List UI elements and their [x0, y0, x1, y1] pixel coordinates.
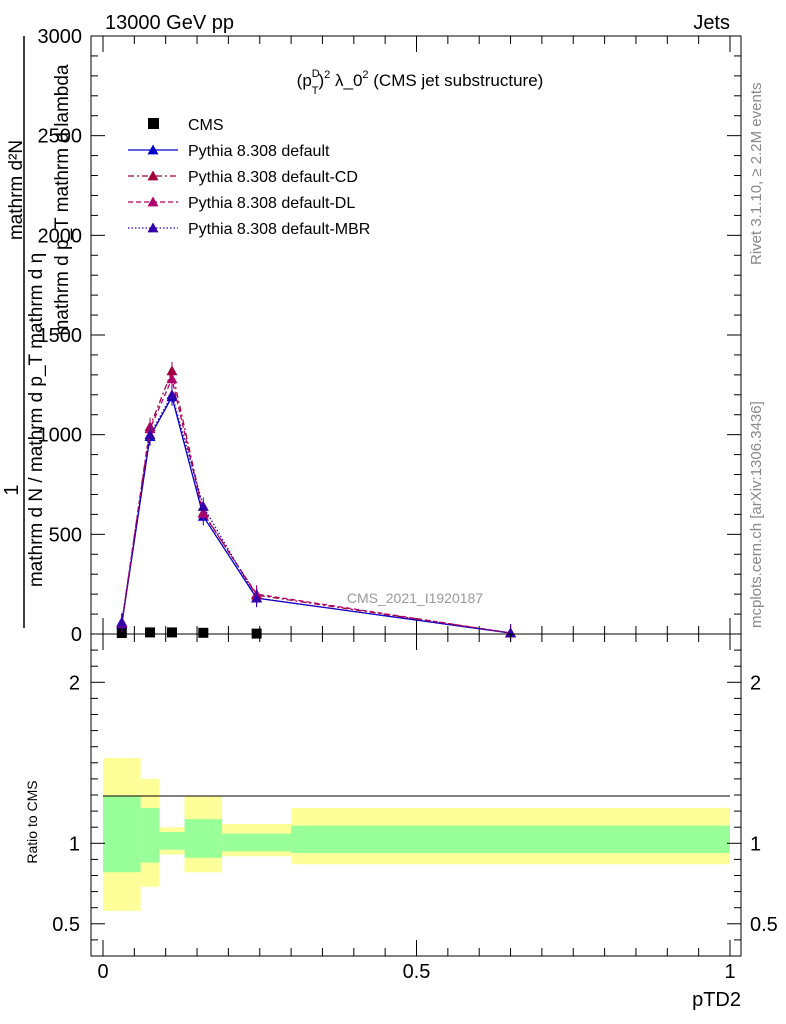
main-title: (pD T)2 λ_02 (CMS jet substructure) [297, 68, 544, 97]
legend-marker [147, 222, 159, 233]
ratio-y-tick-label-right: 2 [750, 672, 761, 694]
series-0 [116, 627, 262, 639]
y-tick-label: 2000 [38, 225, 83, 247]
cms-data-point [198, 627, 209, 638]
legend-entry: Pythia 8.308 default-DL [128, 195, 355, 212]
series-marker [251, 592, 263, 603]
ratio-band-inner [140, 807, 160, 863]
series-marker [505, 627, 517, 638]
cms-data-point [145, 627, 156, 638]
series-marker [166, 389, 178, 400]
y-tick-label: 500 [49, 524, 82, 546]
y-tick-label: 1000 [38, 425, 83, 447]
legend-label: Pythia 8.308 default [188, 143, 330, 160]
series-line [121, 376, 511, 634]
x-tick-label: 1 [724, 961, 735, 983]
legend-entry: CMS [148, 117, 224, 134]
y-tick-label: 1500 [38, 325, 83, 347]
ylabel-denominator: mathrm d N / mathrm d p_T mathrm d η [26, 253, 47, 587]
y-tick-label: 3000 [38, 26, 83, 48]
series-line [121, 395, 511, 634]
series-marker [144, 429, 156, 440]
legend-marker [147, 144, 159, 155]
legend-label: Pythia 8.308 default-MBR [188, 221, 370, 238]
main-y-axis-label: 1 mathrm d N / mathrm d p_T mathrm d η m… [1, 36, 73, 628]
legend-label: Pythia 8.308 default-CD [188, 169, 358, 186]
series-line [121, 393, 511, 634]
ratio-bands [103, 757, 730, 911]
ratio-y-tick-label-right: 1 [750, 833, 761, 855]
x-tick-label: 0.5 [403, 961, 431, 983]
legend-entry: Pythia 8.308 default [128, 143, 330, 160]
header-right: Jets [693, 12, 730, 34]
cms-data-point [166, 627, 177, 638]
watermark-text: CMS_2021_I1920187 [347, 590, 483, 606]
ratio-band-inner [103, 796, 141, 873]
series-marker [197, 500, 209, 511]
header-left: 13000 GeV pp [105, 12, 234, 34]
legend-marker [148, 118, 159, 129]
ratio-band-inner [291, 825, 730, 853]
ratio-y-label: Ratio to CMS [24, 780, 40, 863]
ratio-axis-ticks: 0.5 0.5 1 1 2 2 0 0.5 1 [52, 634, 778, 983]
y-tick-label: 0 [71, 624, 82, 646]
main-axis-ticks: 0 500 1000 1500 2000 2500 3000 [38, 26, 741, 646]
x-axis-label: pTD2 [692, 989, 741, 1011]
legend-entry: Pythia 8.308 default-CD [128, 169, 358, 186]
main-plot: 0 500 1000 1500 2000 2500 3000 CMS_2021_I19201… [38, 26, 742, 646]
ratio-band-inner [159, 832, 185, 850]
ylabel-right-denominator: mathrm d p_T mathrm d lambda [52, 64, 73, 335]
legend-entry: Pythia 8.308 default-MBR [128, 221, 370, 238]
ratio-plot: 0.5 0.5 1 1 2 2 0 0.5 1 Ratio to CMS [24, 633, 778, 983]
series-marker [116, 616, 128, 627]
ratio-y-tick-label: 2 [69, 672, 80, 694]
legend-marker [147, 170, 159, 181]
series-4 [116, 385, 517, 643]
legend: CMS Pythia 8.308 default Pythia 8.308 defa… [128, 117, 370, 238]
ylabel-right-numerator: mathrm d²N [6, 140, 27, 240]
ratio-band-inner [184, 819, 223, 858]
legend-marker [147, 196, 159, 207]
ratio-y-tick-label: 1 [69, 833, 80, 855]
legend-label: CMS [188, 117, 224, 134]
ratio-frame [90, 633, 742, 957]
series-marker [166, 373, 178, 384]
ylabel-numerator: 1 [1, 484, 23, 495]
x-tick-label: 0 [97, 961, 108, 983]
mcplots-side-label: mcplots.cern.ch [arXiv:1306.3436] [748, 401, 765, 628]
rivet-side-label: Rivet 3.1.10, ≥ 2.2M events [748, 83, 765, 266]
legend-label: Pythia 8.308 default-DL [188, 195, 355, 212]
watermark: CMS_2021_I1920187 [347, 590, 483, 606]
y-tick-label: 2500 [38, 126, 83, 148]
ratio-y-tick-label: 0.5 [52, 914, 80, 936]
ratio-y-tick-label-right: 0.5 [750, 914, 778, 936]
ratio-band-inner [222, 833, 292, 852]
